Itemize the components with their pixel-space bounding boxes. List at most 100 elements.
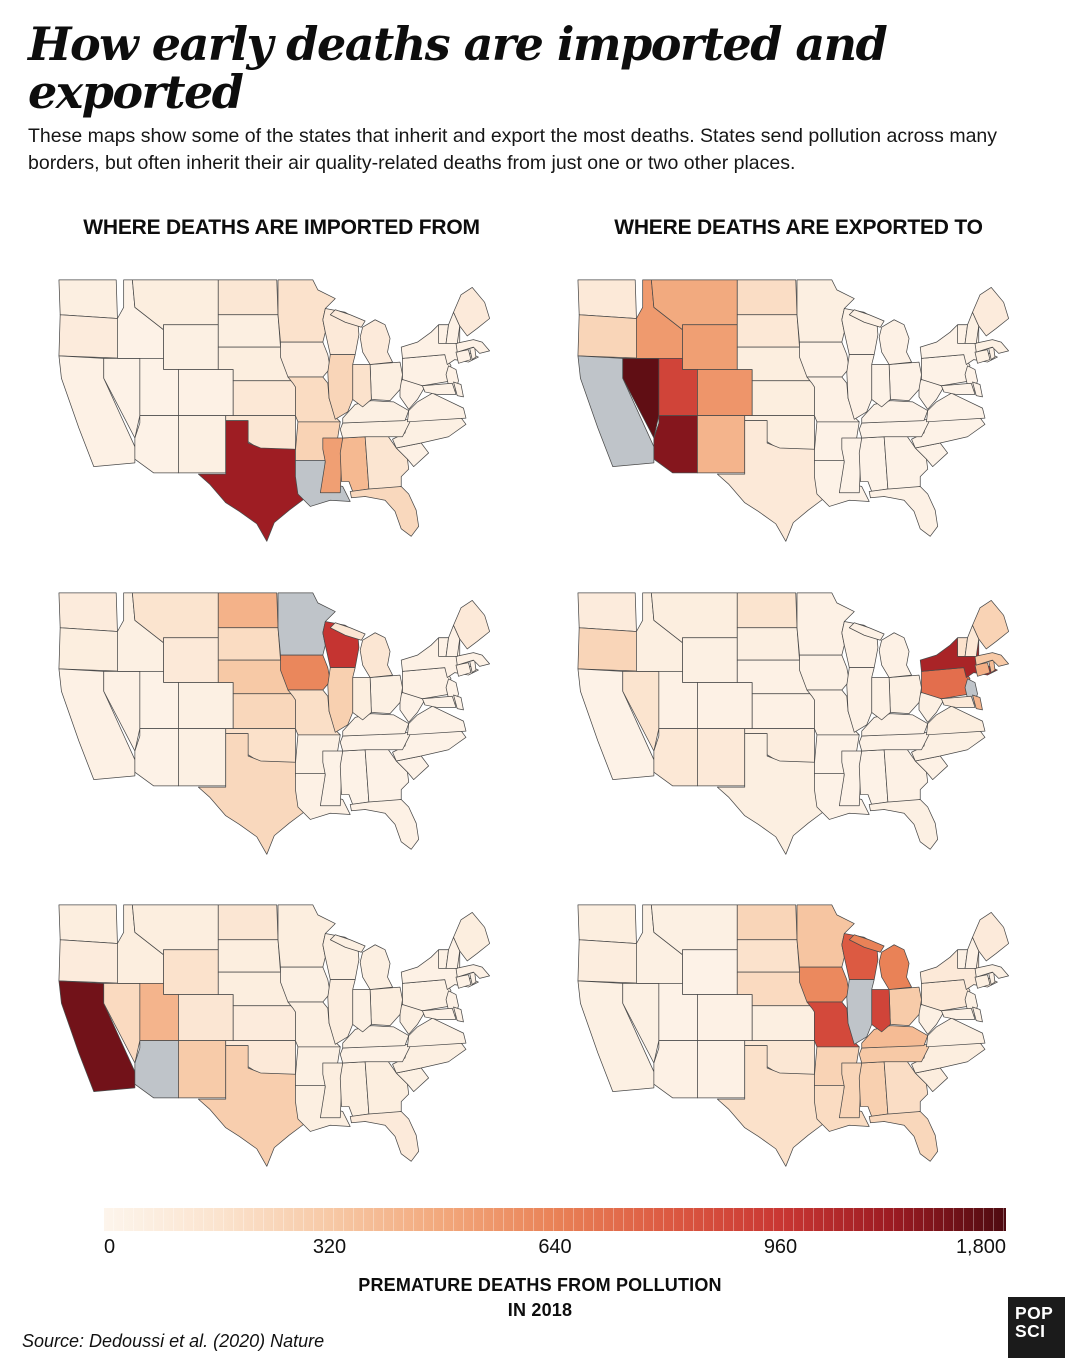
state-CO — [178, 681, 234, 729]
state-WY — [682, 949, 738, 996]
state-AZ — [653, 727, 698, 786]
popsci-logo-line1: POP — [1015, 1303, 1054, 1323]
state-TX — [716, 1045, 824, 1168]
state-IA — [799, 654, 850, 691]
color-legend: 0 320 640 960 1,800 PREMATURE DEATHS FROM PO… — [0, 1208, 1080, 1323]
state-MA — [455, 651, 490, 667]
state-FL — [868, 486, 939, 537]
state-IA — [799, 967, 850, 1003]
legend-caption-line1: PREMATURE DEATHS FROM POLLUTION — [358, 1275, 722, 1296]
state-AZ — [134, 415, 179, 474]
state-NM — [178, 1040, 227, 1099]
choropleth-map-illinois-exported-to — [563, 885, 1036, 1184]
state-ND — [217, 592, 279, 628]
state-DE — [972, 1007, 983, 1023]
state-PA — [921, 354, 972, 387]
state-VA — [407, 1018, 467, 1048]
state-ND — [736, 592, 798, 628]
state-IL-focal — [846, 979, 875, 1046]
legend-caption: PREMATURE DEATHS FROM POLLUTION IN 2018 — [0, 1273, 1080, 1323]
state-NH — [964, 624, 980, 657]
us-map-svg — [58, 592, 490, 855]
state-CO — [697, 369, 753, 416]
state-CT — [455, 661, 472, 677]
state-PA — [402, 666, 453, 699]
state-SD — [736, 314, 800, 348]
state-SD — [217, 627, 281, 661]
state-IL — [846, 354, 875, 420]
state-FL — [349, 1111, 420, 1163]
state-NH — [445, 311, 461, 344]
state-WY — [682, 637, 738, 683]
choropleth-map-california-exported-to — [563, 260, 1036, 559]
state-MI — [848, 309, 912, 365]
state-KS — [232, 380, 296, 416]
state-NM — [178, 727, 227, 786]
state-KS — [232, 1005, 296, 1042]
page-title: How early deaths are imported and export… — [28, 17, 888, 120]
legend-tick-labels: 0 320 640 960 1,800 — [104, 1231, 1006, 1259]
state-CO — [697, 681, 753, 729]
state-NH — [445, 937, 461, 970]
state-CO — [178, 994, 234, 1042]
column-header-exported-to: WHERE DEATHS ARE EXPORTED TO — [614, 215, 983, 239]
state-IN — [871, 676, 891, 720]
infographic-page: { "header": { "title": "How early deaths… — [0, 20, 1080, 1370]
legend-tick-label: 960 — [763, 1236, 798, 1259]
state-ND — [736, 904, 798, 941]
state-AL — [339, 1061, 370, 1118]
state-IN — [352, 676, 372, 720]
state-NH — [964, 311, 980, 344]
state-KY — [861, 400, 929, 424]
state-WA — [58, 592, 118, 632]
source-credit: Source: Dedoussi et al. (2020) Nature — [22, 1331, 325, 1351]
state-IA — [280, 654, 331, 691]
state-MA — [974, 964, 1009, 980]
state-PA — [402, 979, 453, 1012]
state-AZ — [134, 727, 179, 786]
state-TX — [716, 732, 824, 855]
state-SD — [736, 627, 800, 661]
state-MI — [848, 622, 912, 678]
state-OH — [888, 361, 922, 401]
state-VA — [926, 1018, 986, 1048]
state-MD — [941, 1008, 976, 1021]
state-ME — [453, 599, 490, 650]
state-IA — [280, 967, 331, 1003]
state-CO — [697, 994, 753, 1042]
state-NM — [178, 415, 227, 474]
state-MA — [455, 339, 490, 354]
page-subtitle: These maps show some of the states that … — [28, 124, 998, 175]
state-WY — [163, 324, 219, 370]
us-map-svg — [58, 904, 490, 1168]
us-map-svg — [577, 592, 1009, 855]
state-DE — [453, 381, 464, 398]
state-AZ — [653, 415, 698, 474]
state-KS — [751, 1005, 815, 1042]
us-map-svg — [577, 904, 1009, 1168]
state-VA — [926, 705, 986, 735]
state-SD — [217, 939, 281, 973]
legend-tick-label: 0 — [104, 1236, 116, 1259]
state-AL — [339, 436, 370, 492]
state-KY — [342, 400, 410, 424]
state-WY — [682, 324, 738, 370]
state-SD — [736, 939, 800, 973]
state-CT — [455, 349, 472, 364]
state-FL — [868, 798, 939, 850]
state-WA — [577, 592, 637, 632]
state-DE — [453, 694, 464, 710]
legend-tick-label: 640 — [538, 1236, 572, 1259]
state-FL — [349, 798, 420, 850]
state-CT — [974, 349, 991, 364]
legend-tick-label: 1,800 — [955, 1236, 1006, 1259]
maps-grid — [44, 260, 1036, 1184]
choropleth-map-new-jersey-exported-to — [563, 573, 1036, 872]
popsci-logo-line2: SCI — [1015, 1321, 1046, 1342]
state-IL — [327, 666, 356, 733]
state-AL — [858, 1061, 889, 1118]
state-IN — [871, 364, 891, 408]
state-AZ-focal — [134, 1040, 179, 1099]
state-ME — [453, 286, 490, 337]
state-WY — [163, 637, 219, 683]
